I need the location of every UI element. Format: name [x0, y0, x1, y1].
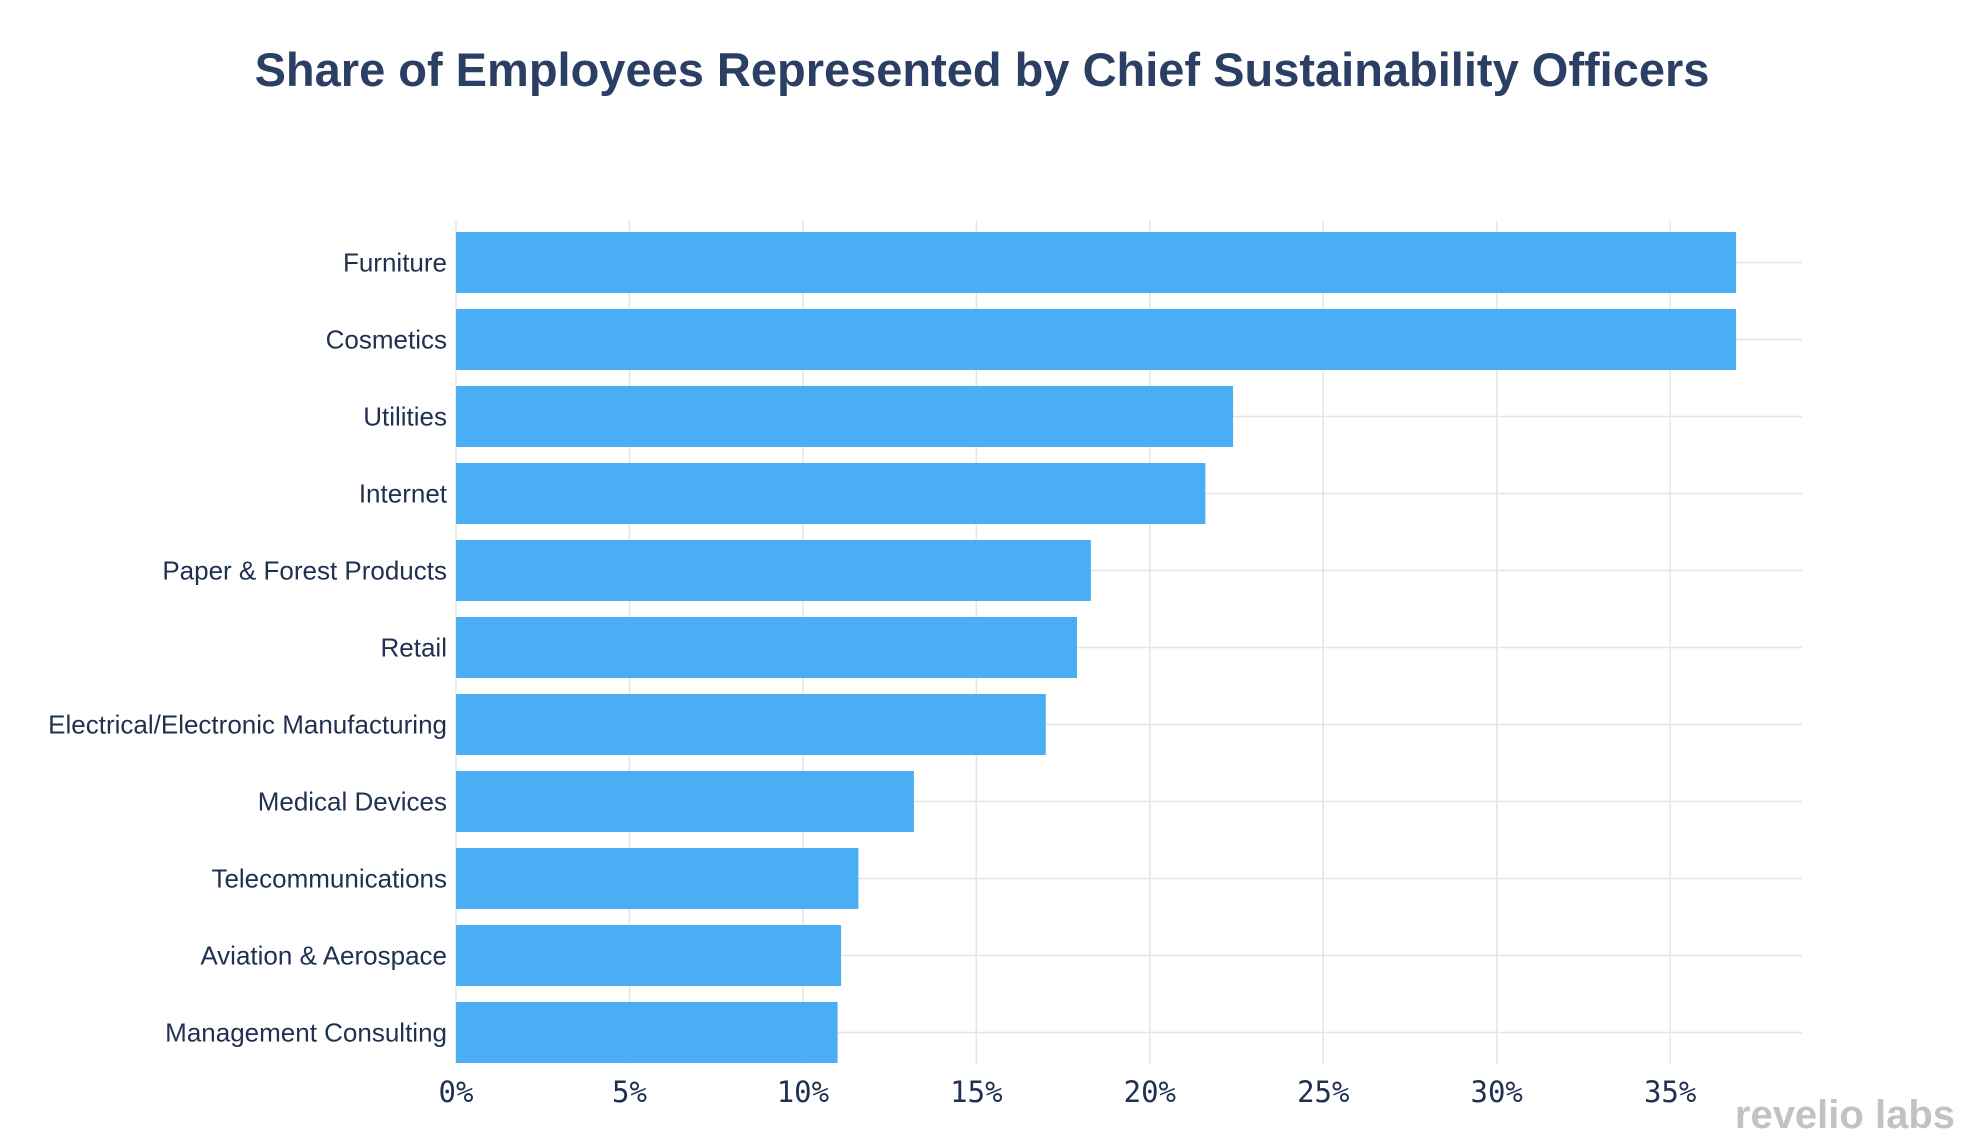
bar: [456, 1002, 838, 1063]
revelio-labs-logo: revelio labs: [1735, 1093, 1955, 1137]
category-label: Electrical/Electronic Manufacturing: [48, 710, 447, 740]
x-tick-label: 0%: [439, 1075, 474, 1109]
category-label: Furniture: [343, 248, 447, 278]
category-label: Internet: [359, 479, 448, 509]
bar: [456, 771, 914, 832]
bar: [456, 232, 1737, 293]
category-label: Telecommunications: [211, 864, 447, 894]
category-label: Cosmetics: [326, 325, 447, 355]
category-label: Paper & Forest Products: [162, 556, 447, 586]
bars: [456, 232, 1737, 1063]
category-label: Aviation & Aerospace: [200, 941, 447, 971]
x-tick-label: 20%: [1124, 1075, 1176, 1109]
bar: [456, 540, 1091, 601]
x-tick-label: 10%: [777, 1075, 829, 1109]
category-label: Management Consulting: [165, 1018, 447, 1048]
category-labels: Furniture Cosmetics Utilities Internet Paper…: [48, 248, 448, 1048]
bar: [456, 848, 859, 909]
bar: [456, 617, 1077, 678]
x-tick-label: 30%: [1471, 1075, 1523, 1109]
bar: [456, 694, 1046, 755]
chart-title: Share of Employees Represented by Chief …: [255, 43, 1710, 96]
category-label: Retail: [381, 633, 447, 663]
bar: [456, 463, 1206, 524]
category-label: Utilities: [363, 402, 447, 432]
x-tick-label: 5%: [612, 1075, 647, 1109]
x-axis-tick-labels: 0% 5% 10% 15% 20% 25% 30% 35%: [439, 1075, 1697, 1109]
category-label: Medical Devices: [258, 787, 447, 817]
x-tick-label: 35%: [1644, 1075, 1696, 1109]
bar: [456, 925, 842, 986]
bar: [456, 386, 1234, 447]
x-tick-label: 15%: [950, 1075, 1002, 1109]
x-tick-label: 25%: [1297, 1075, 1349, 1109]
bar: [456, 309, 1737, 370]
